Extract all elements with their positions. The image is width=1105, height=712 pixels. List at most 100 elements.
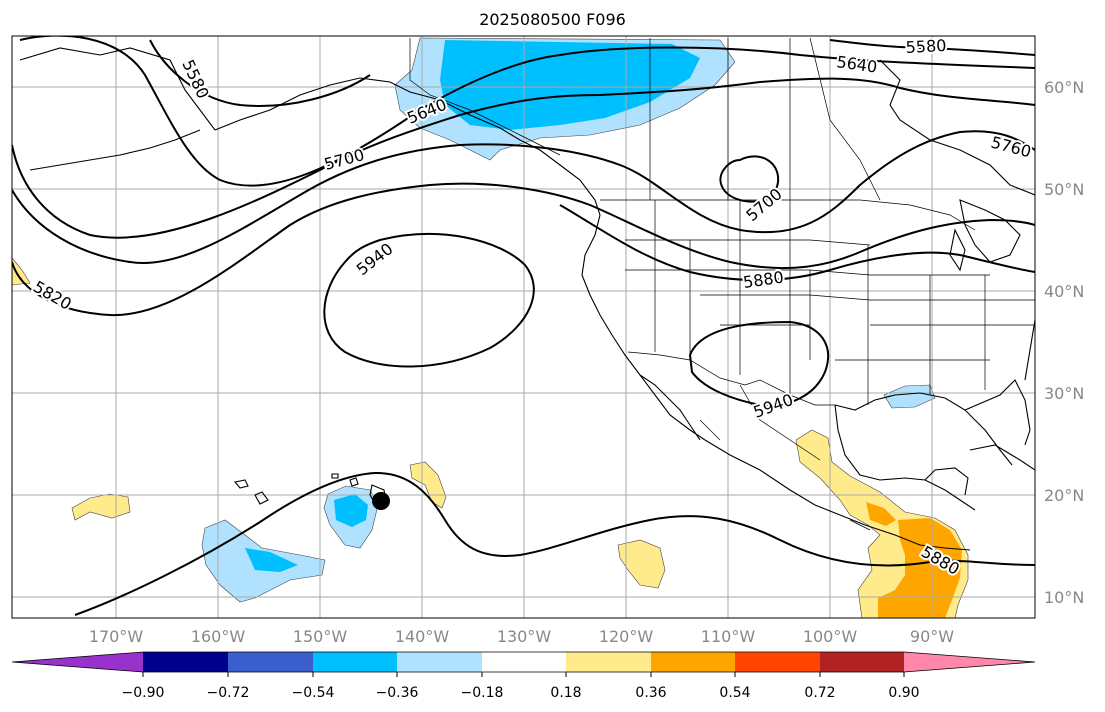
- lat-label-50n: 50°N: [1044, 180, 1084, 199]
- mexico-pacific-coast: [704, 439, 971, 551]
- contour-label-5880-north: 5880: [742, 267, 785, 291]
- hawaii-5: [233, 479, 249, 489]
- colorbar: −0.90 −0.72 −0.54 −0.36 −0.18 0.18 0.36 …: [11, 651, 1036, 701]
- florida: [964, 379, 1031, 446]
- lon-label-140w: 140°W: [395, 627, 450, 646]
- positive-anomaly-central-america-core: [878, 518, 962, 618]
- colorbar-segment-1: [143, 652, 228, 672]
- lon-label-90w: 90°W: [910, 627, 954, 646]
- contour-label-5760: 5760: [989, 133, 1033, 162]
- contour-5880-north: [559, 204, 1035, 281]
- latitude-labels: 60°N 50°N 40°N 30°N 20°N 10°N: [1044, 78, 1084, 607]
- contour-label-5700-closed: 5700: [742, 184, 785, 225]
- colorbar-tick-0.18: 0.18: [550, 685, 581, 701]
- alaska-coast: [19, 47, 601, 216]
- contour-5700-closed: [719, 155, 780, 203]
- contour-label-5640-east: 5640: [835, 52, 878, 76]
- positive-anomaly-central-america-mid: [866, 502, 896, 526]
- lon-label-110w: 110°W: [701, 627, 756, 646]
- gulf-coast: [834, 392, 1013, 466]
- colorbar-segment-3: [313, 652, 397, 672]
- contour-5700-outer: [12, 77, 1035, 239]
- canada-provinces: [649, 37, 881, 201]
- positive-anomaly-hawaii-west: [71, 493, 131, 521]
- colorbar-extend-max: [904, 652, 1035, 672]
- lon-label-120w: 120°W: [599, 627, 654, 646]
- negative-anomaly-gulf: [883, 384, 936, 409]
- colorbar-extend-min: [12, 652, 143, 672]
- us-canada-border: [600, 199, 976, 231]
- colorbar-tick--0.72: −0.72: [207, 685, 250, 701]
- colorbar-segment-6: [566, 652, 651, 672]
- east-coast: [1024, 319, 1035, 381]
- storm-position-marker: [372, 492, 390, 510]
- west-coast: [581, 214, 706, 441]
- negative-anomaly-alaska-inner: [440, 40, 700, 130]
- colorbar-tick-0.54: 0.54: [719, 685, 750, 701]
- lon-label-170w: 170°W: [89, 627, 144, 646]
- colorbar-tick-0.72: 0.72: [804, 685, 835, 701]
- colorbar-tick--0.90: −0.90: [122, 685, 165, 701]
- negative-anomaly-southwest-inner: [245, 548, 298, 572]
- gridlines: [12, 36, 1035, 618]
- aleutian-islands: [29, 129, 201, 171]
- contour-5940-pacific: [323, 233, 535, 368]
- mexico-gulf-coast: [834, 404, 976, 511]
- lat-label-40n: 40°N: [1044, 282, 1084, 301]
- colorbar-tick-0.90: 0.90: [888, 685, 919, 701]
- positive-anomaly-north-hawaii: [409, 461, 447, 509]
- lon-label-160w: 160°W: [191, 627, 246, 646]
- hawaii-2: [349, 477, 359, 487]
- contour-label-5580-east: 5580: [905, 36, 947, 57]
- lon-label-130w: 130°W: [497, 627, 552, 646]
- state-lines: [625, 200, 1035, 405]
- colorbar-tick--0.54: −0.54: [292, 685, 335, 701]
- contour-label-5820: 5820: [30, 277, 75, 314]
- lat-label-30n: 30°N: [1044, 384, 1084, 403]
- great-lakes: [959, 199, 1021, 263]
- lat-label-60n: 60°N: [1044, 78, 1084, 97]
- hawaii-3: [331, 473, 339, 479]
- colorbar-segment-8: [735, 652, 820, 672]
- coastlines: [19, 47, 1035, 551]
- alaska-canada-border: [409, 38, 561, 156]
- cuba: [969, 444, 1035, 471]
- yucatan: [924, 467, 969, 496]
- colorbar-segment-7: [651, 652, 735, 672]
- colorbar-tick--0.36: −0.36: [376, 685, 419, 701]
- height-contours: [12, 36, 1035, 616]
- contour-5640: [19, 36, 1035, 187]
- lon-label-150w: 150°W: [293, 627, 348, 646]
- anomaly-shading: [12, 37, 969, 618]
- positive-anomaly-west-edge: [12, 257, 31, 286]
- lat-label-10n: 10°N: [1044, 588, 1084, 607]
- colorbar-tick--0.18: −0.18: [461, 685, 504, 701]
- colorbar-tick-0.36: 0.36: [635, 685, 666, 701]
- hudson-bay: [879, 59, 1035, 196]
- lat-label-20n: 20°N: [1044, 486, 1084, 505]
- baja-california: [639, 374, 701, 441]
- colorbar-segment-9: [820, 652, 904, 672]
- plot-frame: [11, 35, 1036, 619]
- lon-label-100w: 100°W: [803, 627, 858, 646]
- contour-5760: [12, 130, 1035, 264]
- hawaii-4: [254, 491, 269, 505]
- contour-5580-east: [829, 39, 1035, 56]
- contour-label-5940-pacific: 5940: [353, 239, 397, 279]
- contour-5820: [12, 182, 1035, 317]
- us-mexico-border: [627, 351, 835, 406]
- colorbar-segment-2: [228, 652, 313, 672]
- negative-anomaly-pocket-inner: [334, 494, 368, 527]
- positive-anomaly-east-pacific: [617, 539, 666, 589]
- contour-label-5700: 5700: [322, 145, 366, 174]
- contour-5880-south: [74, 471, 1035, 616]
- contour-label-5940-mexico: 5940: [751, 390, 796, 422]
- map-title: 2025080500 F096: [479, 10, 626, 29]
- contour-5580-alaska: [149, 39, 371, 107]
- borders: [409, 37, 1035, 531]
- colorbar-segment-5: [482, 652, 566, 672]
- colorbar-segment-4: [397, 652, 482, 672]
- contour-5940-mexico: [688, 320, 830, 407]
- longitude-labels: 170°W 160°W 150°W 140°W 130°W 120°W 110°…: [89, 627, 954, 646]
